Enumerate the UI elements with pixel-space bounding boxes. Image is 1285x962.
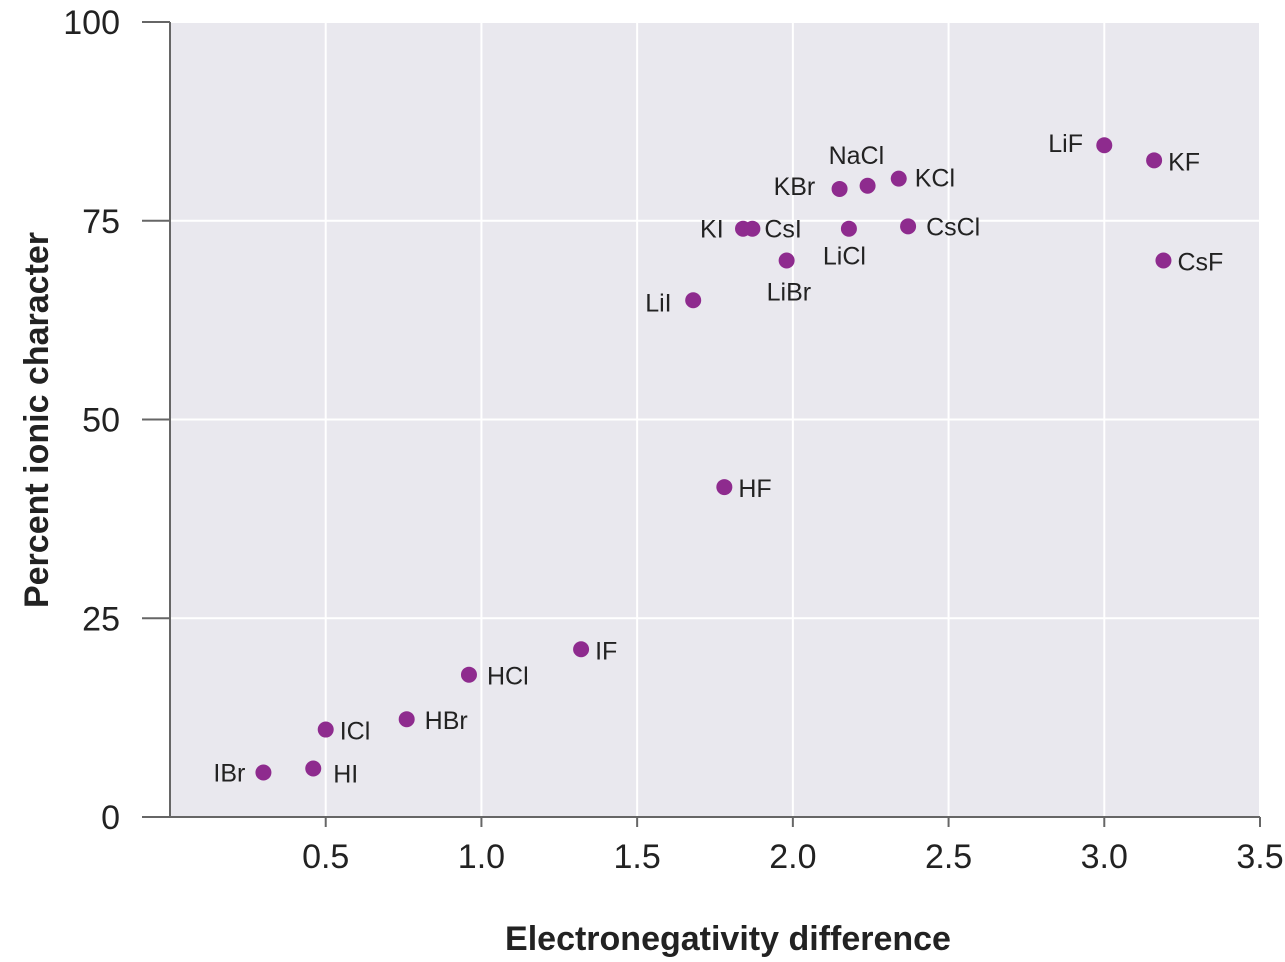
point-label-nacl: NaCl [829, 142, 885, 170]
data-point-nacl [859, 177, 876, 194]
data-point-kbr [831, 180, 848, 197]
y-tick-label: 100 [63, 4, 120, 42]
data-point-csf [1155, 252, 1172, 269]
point-label-icl: ICl [340, 718, 371, 746]
point-label-csi: CsI [764, 216, 802, 244]
data-point-hf [716, 479, 733, 496]
data-point-lii [685, 292, 702, 309]
point-label-cscl: CsCl [926, 213, 980, 241]
point-label-ki: KI [700, 216, 724, 244]
data-point-ibr [255, 764, 272, 781]
y-axis-title: Percent ionic character [18, 232, 56, 608]
data-point-kcl [890, 170, 907, 187]
grid-lines [170, 21, 1261, 817]
point-label-licl: LiCl [823, 243, 866, 271]
point-label-hbr: HBr [425, 707, 468, 735]
tick-labels: 0.5 1.0 1.5 2.0 2.5 3.0 3.5 0 25 50 75 100 [63, 4, 1283, 876]
point-label-hf: HF [738, 475, 771, 503]
data-point-icl [317, 721, 334, 738]
point-label-kcl: KCl [915, 165, 955, 193]
point-label-hcl: HCl [487, 663, 529, 691]
point-label-kbr: KBr [774, 173, 816, 201]
data-point-hi [305, 760, 322, 777]
x-tick-label: 1.5 [614, 838, 661, 876]
point-label-csf: CsF [1177, 249, 1223, 277]
data-point-hbr [398, 711, 415, 728]
point-label-lif: LiF [1048, 130, 1083, 158]
x-axis-title: Electronegativity difference [505, 920, 951, 958]
data-points: IBr HI ICl HBr HCl IF HF LiI KI CsI LiBr KBr NaCl LiC… [213, 130, 1223, 788]
point-label-libr: LiBr [767, 279, 811, 307]
axes [142, 21, 1261, 827]
data-point-licl [840, 220, 857, 237]
data-point-cscl [900, 218, 917, 235]
data-point-lif [1096, 137, 1113, 154]
y-tick-label: 50 [82, 402, 120, 440]
point-label-ibr: IBr [213, 759, 245, 787]
x-tick-label: 2.0 [769, 838, 816, 876]
x-tick-label: 3.5 [1236, 838, 1283, 876]
data-point-libr [778, 252, 795, 269]
data-point-kf [1146, 152, 1163, 169]
y-tick-label: 25 [82, 600, 120, 638]
x-tick-label: 2.5 [925, 838, 972, 876]
point-label-kf: KF [1168, 148, 1200, 176]
x-tick-label: 3.0 [1081, 838, 1128, 876]
x-tick-label: 0.5 [302, 838, 349, 876]
data-point-if [573, 641, 590, 658]
y-tick-label: 75 [82, 203, 120, 241]
data-point-csi [744, 220, 761, 237]
point-label-lii: LiI [645, 289, 671, 317]
x-tick-label: 1.0 [458, 838, 505, 876]
data-point-hcl [460, 666, 477, 683]
point-label-hi: HI [333, 761, 358, 789]
y-tick-label: 0 [101, 799, 120, 837]
point-label-if: IF [595, 637, 617, 665]
